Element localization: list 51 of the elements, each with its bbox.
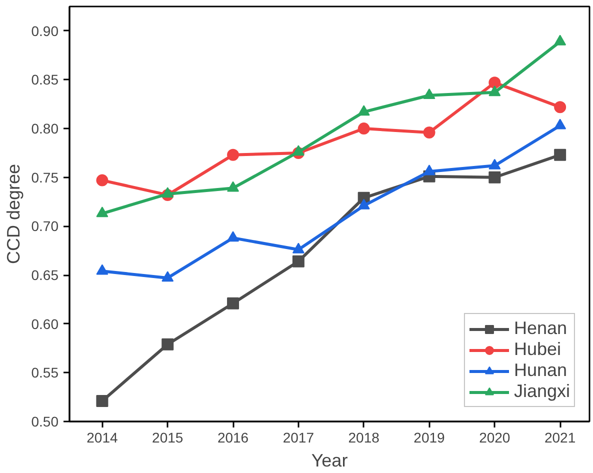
y-tick-label: 0.50 (31, 414, 59, 430)
point (227, 231, 240, 242)
x-tick-label: 2020 (479, 430, 510, 446)
legend-label: Henan (514, 318, 568, 339)
legend-label: Jiangxi (514, 381, 570, 402)
x-tick-label: 2021 (544, 430, 576, 446)
point (488, 158, 501, 170)
y-tick-label: 0.70 (31, 218, 59, 234)
point (358, 122, 370, 135)
x-tick-label: 2015 (152, 430, 184, 446)
x-tick-label: 2017 (282, 430, 314, 446)
y-tick-label: 0.80 (31, 120, 59, 137)
point (423, 164, 436, 176)
point (292, 242, 304, 254)
x-axis-title: Year (311, 450, 348, 470)
y-tick-label: 0.90 (31, 22, 59, 39)
y-tick-label: 0.65 (31, 267, 59, 284)
point (96, 174, 108, 186)
point (488, 86, 501, 96)
x-tick-label: 2014 (86, 430, 118, 446)
point (227, 148, 240, 161)
point (96, 394, 108, 407)
point (292, 145, 304, 156)
point (96, 206, 108, 218)
point (358, 198, 370, 210)
point (554, 118, 566, 130)
point (488, 171, 501, 184)
point (423, 88, 436, 100)
point (96, 264, 108, 275)
point (162, 187, 174, 198)
point (554, 148, 566, 161)
point (162, 271, 174, 282)
point (227, 297, 240, 310)
point (488, 76, 501, 89)
point (554, 101, 566, 114)
y-tick-label: 0.60 (31, 316, 59, 332)
legend-label: Hubei (514, 339, 561, 360)
x-tick-label: 2018 (348, 430, 380, 446)
point (423, 126, 436, 138)
y-tick-label: 0.85 (31, 72, 59, 88)
y-tick-label: 0.55 (31, 364, 59, 381)
x-tick-label: 2019 (414, 430, 446, 446)
point (554, 34, 566, 46)
point (292, 255, 304, 268)
y-axis-title: CCD degree (3, 164, 24, 264)
point (162, 338, 174, 350)
point (227, 181, 240, 192)
y-tick-label: 0.75 (31, 169, 59, 186)
point (358, 105, 370, 116)
x-tick-label: 2016 (217, 430, 249, 446)
legend-label: Hunan (514, 360, 568, 381)
